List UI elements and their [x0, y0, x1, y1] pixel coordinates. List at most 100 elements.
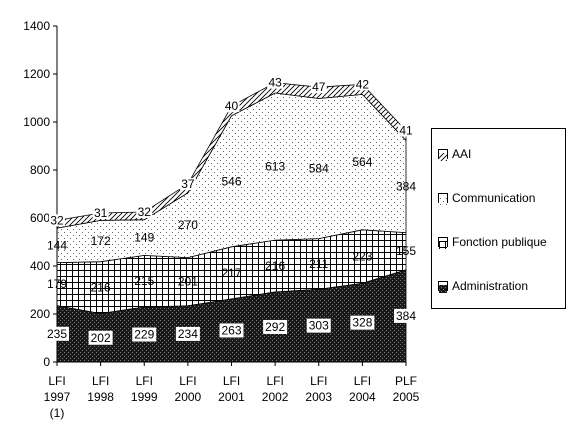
data-label-fonction-publique: 215	[134, 274, 154, 288]
legend: AAI Communication Fonction publique Admi…	[431, 128, 566, 309]
x-tick-label: 1999	[131, 390, 158, 404]
x-tick-label: LFI	[223, 374, 240, 388]
x-tick-label: 2005	[393, 390, 420, 404]
x-tick-label: PLF	[395, 374, 417, 388]
legend-item-aai: AAI	[438, 147, 471, 161]
data-label-communication: 546	[221, 174, 241, 188]
x-tick-label: 2002	[262, 390, 289, 404]
data-label-bg	[175, 326, 200, 341]
legend-swatch-fonction-publique	[438, 237, 448, 249]
data-label-aai: 31	[94, 206, 108, 220]
data-labels: 235 202 229 234 263 292 303 328 384 179 216 215 201 2…	[45, 76, 418, 345]
legend-swatch-fill	[439, 153, 447, 161]
y-tick-label: 200	[30, 307, 50, 321]
data-label-communication: 584	[309, 162, 329, 176]
data-label-communication: 270	[178, 218, 198, 232]
y-tick-label: 400	[30, 259, 50, 273]
data-label-aai: 43	[268, 76, 282, 90]
legend-label-fonction-publique: Fonction publique	[452, 235, 547, 249]
y-tick-label: 1200	[23, 67, 50, 81]
legend-swatch-fill	[439, 197, 447, 205]
data-label-fonction-publique: 201	[178, 275, 198, 289]
y-tick-label: 0	[43, 355, 50, 369]
data-label-administration: 235	[47, 327, 67, 341]
data-label-communication: 144	[47, 238, 67, 252]
y-tick-label: 600	[30, 211, 50, 225]
data-label-administration: 303	[309, 319, 329, 333]
data-label-communication: 613	[265, 160, 285, 174]
data-label-aai: 41	[399, 124, 413, 138]
x-tick-label: 2000	[175, 390, 202, 404]
data-label-aai: 32	[138, 205, 152, 219]
y-tick-label: 1400	[23, 19, 50, 33]
data-label-aai: 40	[225, 99, 239, 113]
data-label-bg	[263, 319, 288, 334]
data-label-bg	[49, 214, 65, 227]
data-label-bg	[45, 326, 69, 341]
data-label-bg	[310, 81, 327, 94]
x-tick-label: LFI	[310, 374, 327, 388]
x-tick-label: LFI	[179, 374, 196, 388]
data-label-communication: 149	[134, 231, 154, 245]
data-label-communication: 384	[396, 180, 416, 194]
y-tick-label: 800	[30, 163, 50, 177]
data-label-fonction-publique: 217	[221, 266, 241, 280]
data-label-bg	[354, 78, 371, 91]
x-tick-label: (1)	[50, 406, 65, 420]
x-tick-label: 2001	[218, 390, 245, 404]
data-label-aai: 32	[50, 213, 64, 227]
legend-label-aai: AAI	[452, 147, 472, 161]
data-label-bg	[92, 206, 109, 219]
data-label-administration: 328	[352, 316, 372, 330]
data-label-bg	[223, 100, 240, 113]
legend-swatch-communication	[438, 193, 448, 205]
data-label-bg	[88, 330, 113, 345]
data-label-bg	[306, 318, 331, 333]
x-tick-label: LFI	[136, 374, 153, 388]
data-label-bg	[394, 308, 418, 323]
data-label-administration: 384	[396, 309, 416, 323]
data-label-communication: 172	[91, 234, 111, 248]
x-tick-label: 1998	[87, 390, 114, 404]
data-label-aai: 42	[356, 77, 370, 91]
data-label-aai: 37	[181, 177, 195, 191]
data-label-bg	[398, 124, 414, 137]
data-label-fonction-publique: 216	[91, 281, 111, 295]
data-label-bg	[179, 177, 196, 190]
x-tick-label: 1997	[44, 390, 71, 404]
data-label-fonction-publique: 216	[265, 259, 285, 273]
data-label-fonction-publique: 223	[352, 250, 372, 264]
y-tick-label: 1000	[23, 115, 50, 129]
legend-label-communication: Communication	[452, 191, 536, 205]
data-label-fonction-publique: 179	[47, 277, 67, 291]
legend-item-administration: Administration	[438, 279, 528, 293]
data-label-administration: 229	[134, 328, 154, 342]
data-label-administration: 292	[265, 320, 285, 334]
data-label-aai: 47	[312, 80, 326, 94]
x-tick-label: LFI	[92, 374, 109, 388]
data-label-fonction-publique: 155	[396, 244, 416, 258]
x-tick-label: 2004	[349, 390, 376, 404]
data-label-communication: 564	[352, 155, 372, 169]
x-tick-label: LFI	[354, 374, 371, 388]
data-label-bg	[132, 327, 157, 342]
data-label-bg	[136, 206, 153, 218]
x-tick-label: 2003	[305, 390, 332, 404]
x-tick-label: LFI	[48, 374, 65, 388]
legend-item-fonction-publique: Fonction publique	[438, 235, 547, 249]
data-label-administration: 202	[91, 331, 111, 345]
data-label-administration: 263	[221, 323, 241, 337]
legend-swatch-aai	[438, 149, 448, 161]
data-label-administration: 234	[178, 327, 198, 341]
legend-label-administration: Administration	[452, 279, 529, 293]
legend-swatch-administration	[438, 281, 448, 293]
axes: 0 200 400 600 800 1000 1200 1400 LFI 1997 (1) LFI 19…	[23, 19, 419, 420]
x-tick-label: LFI	[266, 374, 283, 388]
legend-swatch-fill	[439, 241, 447, 249]
data-label-bg	[350, 315, 375, 330]
legend-item-communication: Communication	[438, 191, 535, 205]
data-label-fonction-publique: 211	[309, 257, 328, 271]
data-label-bg	[267, 76, 284, 89]
legend-swatch-fill	[439, 285, 447, 293]
